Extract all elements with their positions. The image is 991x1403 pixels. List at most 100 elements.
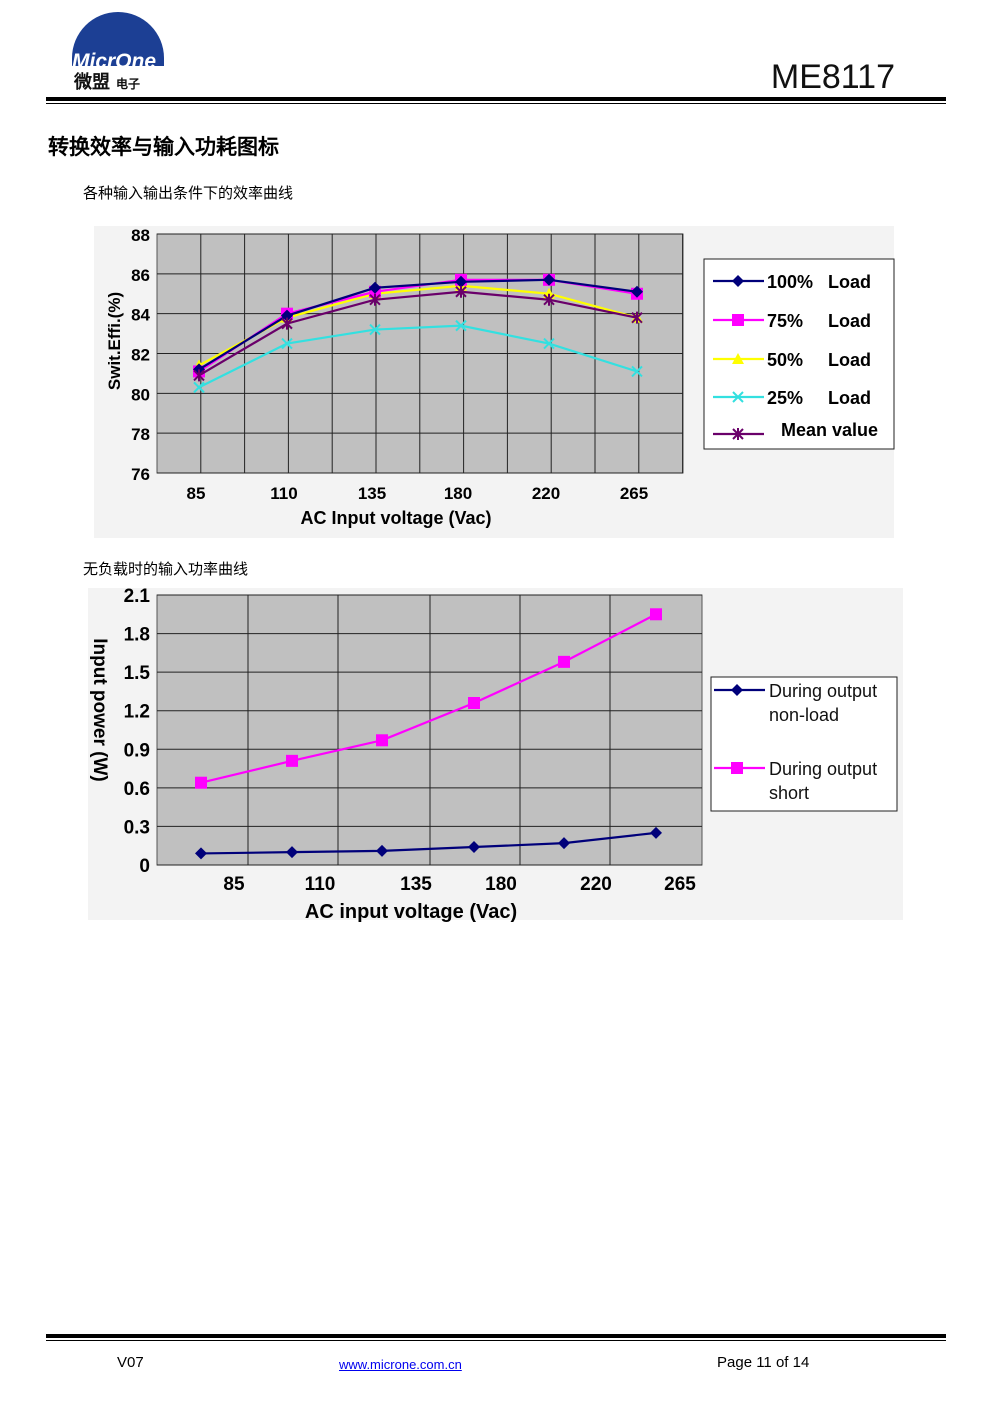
chart2-data-point xyxy=(376,734,388,747)
chart1-legend-label: Load xyxy=(828,350,871,370)
section-title: 转换效率与输入功耗图标 xyxy=(48,134,279,159)
chart1-legend-label: 75% xyxy=(767,311,803,331)
chart1-data-point xyxy=(543,337,555,350)
chart1-data-point xyxy=(369,323,381,336)
chart1-legend-label: 25% xyxy=(767,388,803,408)
chart1-data-point xyxy=(455,319,467,332)
chart1-legend-label: 100% xyxy=(767,272,813,292)
chart2-ytick-label: 1.5 xyxy=(124,663,151,684)
chart1-ytick-label: 80 xyxy=(131,385,150,404)
efficiency-caption: 各种输入输出条件下的效率曲线 xyxy=(83,184,294,202)
logo-text-small: 电子 xyxy=(116,76,140,91)
chart1-legend-label: 50% xyxy=(767,350,803,370)
chart2-data-point xyxy=(468,697,480,709)
chart1-data-point xyxy=(455,275,467,288)
footer-page-number: Page 11 of 14 xyxy=(717,1354,810,1371)
chart2-xtick-label: 135 xyxy=(400,874,432,895)
chart2-ytick-label: 0.6 xyxy=(124,779,150,800)
chart2-series-line xyxy=(200,613,657,784)
chart1-xtick-label: 180 xyxy=(444,484,472,503)
logo-text-en: MicrOne xyxy=(72,50,156,73)
chart2-data-point xyxy=(650,608,662,621)
chart1-legend-label: Load xyxy=(828,388,871,408)
chart2-data-point xyxy=(195,847,207,860)
chart1-legend xyxy=(703,258,895,450)
chart1-data-point xyxy=(193,369,205,382)
chart2-data-point xyxy=(650,826,662,839)
footer-link[interactable]: www.microne.com.cn xyxy=(339,1357,462,1372)
chart2-ytick-label: 1.2 xyxy=(124,702,150,723)
chart2-ytick-label: 0.3 xyxy=(124,817,150,838)
chart2-ytick-label: 2.1 xyxy=(124,586,151,607)
chart2-ytick-label: 0.9 xyxy=(124,740,150,761)
chart1-data-point xyxy=(281,337,293,350)
chart1-xtick-label: 110 xyxy=(270,484,297,503)
chart2-legend-label: During output non-load xyxy=(769,681,877,725)
chart2-xtick-label: 265 xyxy=(664,874,696,895)
chart1-data-point xyxy=(631,285,643,298)
chart1-series-line xyxy=(198,290,638,377)
chart2-ytick-label: 0 xyxy=(139,856,150,877)
chart1-data-point xyxy=(281,309,293,322)
chart1-data-point xyxy=(369,293,381,306)
power-caption: 无负载时的输入功率曲线 xyxy=(83,560,249,578)
chart1-xtick-label: 265 xyxy=(620,484,648,503)
chart1-ytick-label: 82 xyxy=(131,346,150,365)
chart1-legend-marker xyxy=(732,353,744,364)
chart1-legend-marker xyxy=(732,428,744,440)
chart2-series-line xyxy=(200,831,657,855)
chart1-data-point xyxy=(543,293,555,306)
chart2-xtick-label: 180 xyxy=(485,874,517,895)
chart1-ytick-label: 78 xyxy=(131,425,150,444)
header-rule xyxy=(46,97,946,101)
chart1-data-point xyxy=(369,281,381,294)
chart1-data-point xyxy=(543,273,555,286)
chart2-legend-marker xyxy=(731,762,743,774)
chart1-legend-marker xyxy=(732,391,744,403)
chart2-data-point xyxy=(195,776,207,789)
chart1-xtick-label: 220 xyxy=(532,484,560,503)
doc-id: ME8117 xyxy=(770,58,895,96)
chart1-xtick-label: 85 xyxy=(187,484,206,503)
microne-logo: MicrOne 微盟 电子 xyxy=(72,12,164,93)
chart1-data-point xyxy=(455,285,467,298)
chart2-data-point xyxy=(376,844,388,857)
chart2-data-point xyxy=(286,754,298,767)
chart2-data-point xyxy=(468,841,480,853)
chart2-data-point xyxy=(558,655,570,668)
footer-rule xyxy=(46,1334,946,1338)
chart2-ytick-label: 1.8 xyxy=(124,625,150,646)
chart2-xtick-label: 110 xyxy=(305,874,336,895)
chart1-data-point xyxy=(631,311,643,324)
chart1-ytick-label: 84 xyxy=(131,306,150,325)
header-rule-thin xyxy=(46,103,946,104)
chart2-legend xyxy=(710,676,898,812)
chart1-y-axis-label: Swit.Effi.(%) xyxy=(105,292,124,390)
chart1-xtick-label: 135 xyxy=(358,484,386,503)
footer-rule-thin xyxy=(46,1340,946,1341)
chart1-legend-marker xyxy=(732,314,744,326)
chart1-legend-label: Load xyxy=(828,272,871,292)
chart1-legend-marker xyxy=(732,275,744,287)
chart2-legend-marker xyxy=(731,684,743,696)
chart1-ytick-label: 86 xyxy=(131,266,150,285)
chart2-y-axis-label: Input power (W) xyxy=(89,638,110,782)
chart1-data-point xyxy=(281,317,293,330)
chart1-series-line xyxy=(198,324,638,389)
chart1-x-axis-label: AC Input voltage (Vac) xyxy=(300,508,491,528)
footer-version: V07 xyxy=(117,1354,144,1371)
chart1-ytick-label: 88 xyxy=(131,226,150,245)
chart1-data-point xyxy=(193,381,205,394)
chart1-series-line xyxy=(198,278,638,371)
chart2-xtick-label: 220 xyxy=(580,874,612,895)
chart2-legend-label: During output short xyxy=(769,759,877,803)
chart1-ytick-label: 76 xyxy=(131,465,150,484)
chart1-legend-label: Load xyxy=(828,311,871,331)
chart2-x-axis-label: AC input voltage (Vac) xyxy=(305,901,517,923)
chart2-xtick-label: 85 xyxy=(223,874,245,895)
logo-text-cn: 微盟 xyxy=(73,71,110,93)
chart1-legend-label: Mean value xyxy=(781,420,878,440)
chart1-data-point xyxy=(631,365,643,378)
chart2-data-point xyxy=(558,837,570,850)
